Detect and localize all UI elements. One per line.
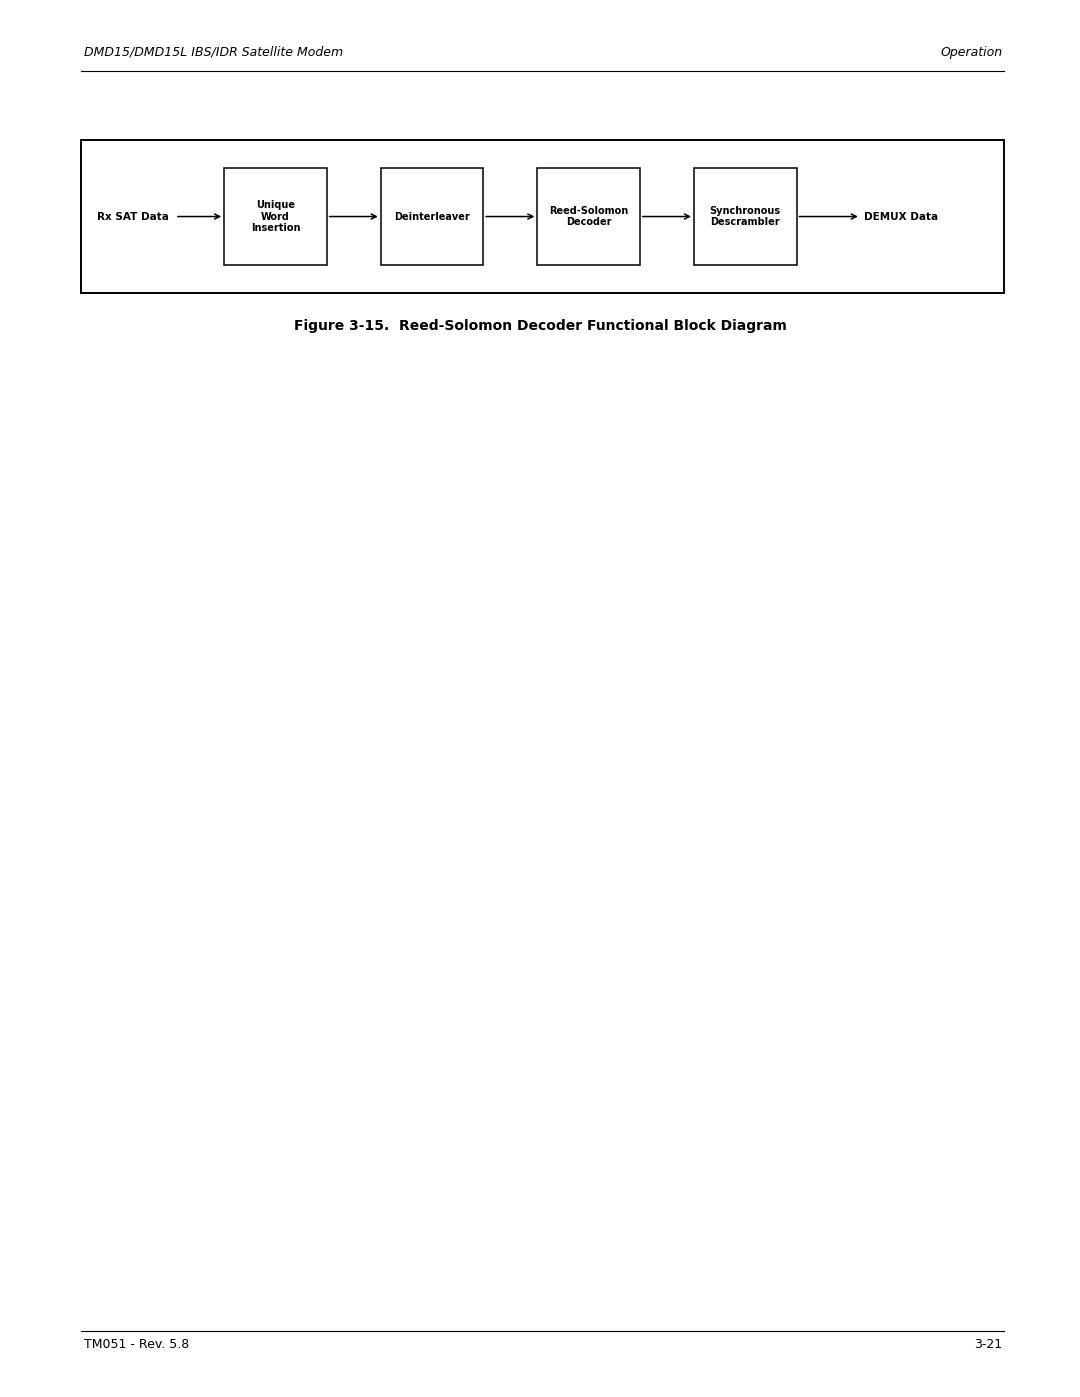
Text: 3-21: 3-21 (974, 1338, 1002, 1351)
Bar (381, 168, 484, 265)
Bar (693, 168, 797, 265)
Text: Rx SAT Data: Rx SAT Data (97, 211, 170, 222)
Text: Synchronous
Descrambler: Synchronous Descrambler (710, 205, 781, 228)
Text: Reed-Solomon
Decoder: Reed-Solomon Decoder (549, 205, 629, 228)
Text: Deinterleaver: Deinterleaver (394, 211, 470, 222)
Text: DMD15/DMD15L IBS/IDR Satellite Modem: DMD15/DMD15L IBS/IDR Satellite Modem (84, 46, 343, 59)
Text: DEMUX Data: DEMUX Data (864, 211, 939, 222)
Text: Figure 3-15.  Reed-Solomon Decoder Functional Block Diagram: Figure 3-15. Reed-Solomon Decoder Functi… (294, 319, 786, 332)
Text: Operation: Operation (940, 46, 1002, 59)
Text: TM051 - Rev. 5.8: TM051 - Rev. 5.8 (84, 1338, 189, 1351)
Bar (538, 168, 640, 265)
Bar (225, 168, 326, 265)
Bar (81, 140, 1004, 293)
Text: Unique
Word
Insertion: Unique Word Insertion (251, 200, 300, 233)
